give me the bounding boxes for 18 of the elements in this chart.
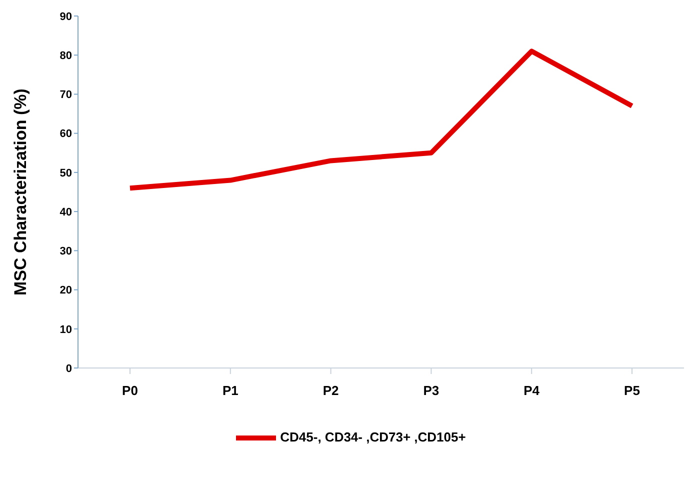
y-tick-label: 60 bbox=[60, 128, 72, 140]
y-tick-label: 10 bbox=[60, 324, 72, 336]
x-tick-label: P4 bbox=[524, 383, 540, 398]
y-tick-label: 50 bbox=[60, 167, 72, 180]
x-tick-label: P5 bbox=[624, 383, 640, 398]
y-tick-label: 70 bbox=[60, 89, 72, 102]
x-tick-label: P0 bbox=[122, 383, 138, 398]
y-tick-label: 20 bbox=[60, 284, 72, 297]
legend-label: CD45-, CD34- ,CD73+ ,CD105+ bbox=[280, 429, 466, 444]
y-tick-label: 80 bbox=[60, 50, 72, 62]
x-tick-label: P1 bbox=[222, 383, 238, 398]
y-tick-label: 90 bbox=[60, 10, 72, 23]
x-tick-label: P2 bbox=[322, 383, 339, 398]
y-tick-label: 30 bbox=[60, 246, 72, 258]
y-tick-label: 0 bbox=[66, 362, 72, 375]
y-tick-label: 40 bbox=[60, 206, 72, 218]
x-tick-label: P3 bbox=[423, 383, 440, 398]
y-axis-title: MSC Characterization (%) bbox=[11, 88, 30, 296]
